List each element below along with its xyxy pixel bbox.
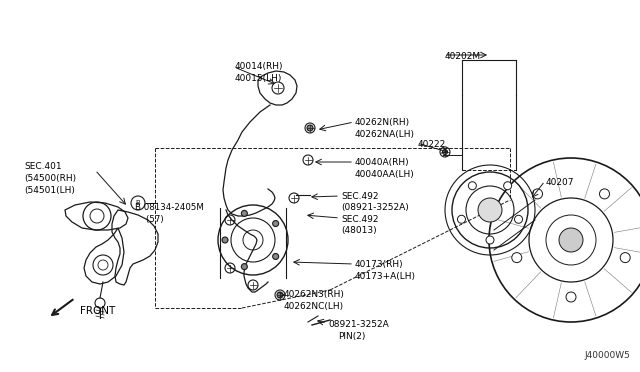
Text: SEC.492: SEC.492	[341, 192, 378, 201]
Circle shape	[504, 182, 511, 190]
Circle shape	[620, 253, 630, 263]
Text: 40202M: 40202M	[445, 52, 481, 61]
Text: 40262N(RH): 40262N(RH)	[355, 118, 410, 127]
Circle shape	[307, 125, 313, 131]
Text: 40173(RH): 40173(RH)	[355, 260, 404, 269]
Text: 40262N3(RH): 40262N3(RH)	[284, 290, 345, 299]
Text: (54501(LH): (54501(LH)	[24, 186, 75, 195]
Text: SEC.492: SEC.492	[341, 215, 378, 224]
Circle shape	[241, 211, 247, 217]
Text: 08921-3252A: 08921-3252A	[328, 320, 388, 329]
Text: 40014(RH): 40014(RH)	[235, 62, 284, 71]
Text: 40173+A(LH): 40173+A(LH)	[355, 272, 416, 281]
Circle shape	[458, 215, 465, 223]
Text: 40207: 40207	[546, 178, 575, 187]
Text: (08921-3252A): (08921-3252A)	[341, 203, 409, 212]
Circle shape	[486, 236, 494, 244]
Text: 40040AA(LH): 40040AA(LH)	[355, 170, 415, 179]
Circle shape	[532, 189, 543, 199]
Circle shape	[512, 253, 522, 263]
Circle shape	[241, 264, 247, 270]
Text: 40262NC(LH): 40262NC(LH)	[284, 302, 344, 311]
Circle shape	[277, 292, 283, 298]
Circle shape	[222, 237, 228, 243]
Circle shape	[468, 182, 476, 190]
Text: B: B	[136, 200, 140, 206]
Circle shape	[273, 253, 278, 259]
Circle shape	[559, 228, 583, 252]
Text: FRONT: FRONT	[80, 306, 115, 316]
Circle shape	[566, 292, 576, 302]
Text: PIN(2): PIN(2)	[338, 332, 365, 341]
Text: (54500(RH): (54500(RH)	[24, 174, 76, 183]
Circle shape	[273, 221, 278, 227]
Text: (48013): (48013)	[341, 226, 376, 235]
Text: J40000W5: J40000W5	[584, 351, 630, 360]
Circle shape	[600, 189, 609, 199]
Text: B 08134-2405M: B 08134-2405M	[135, 203, 204, 212]
Circle shape	[478, 198, 502, 222]
Circle shape	[442, 150, 447, 154]
Text: 40262NA(LH): 40262NA(LH)	[355, 130, 415, 139]
Text: 40015(LH): 40015(LH)	[235, 74, 282, 83]
Text: 40040A(RH): 40040A(RH)	[355, 158, 410, 167]
Text: 40222: 40222	[418, 140, 446, 149]
Circle shape	[515, 215, 522, 223]
Text: (57): (57)	[135, 215, 164, 224]
Text: SEC.401: SEC.401	[24, 162, 61, 171]
